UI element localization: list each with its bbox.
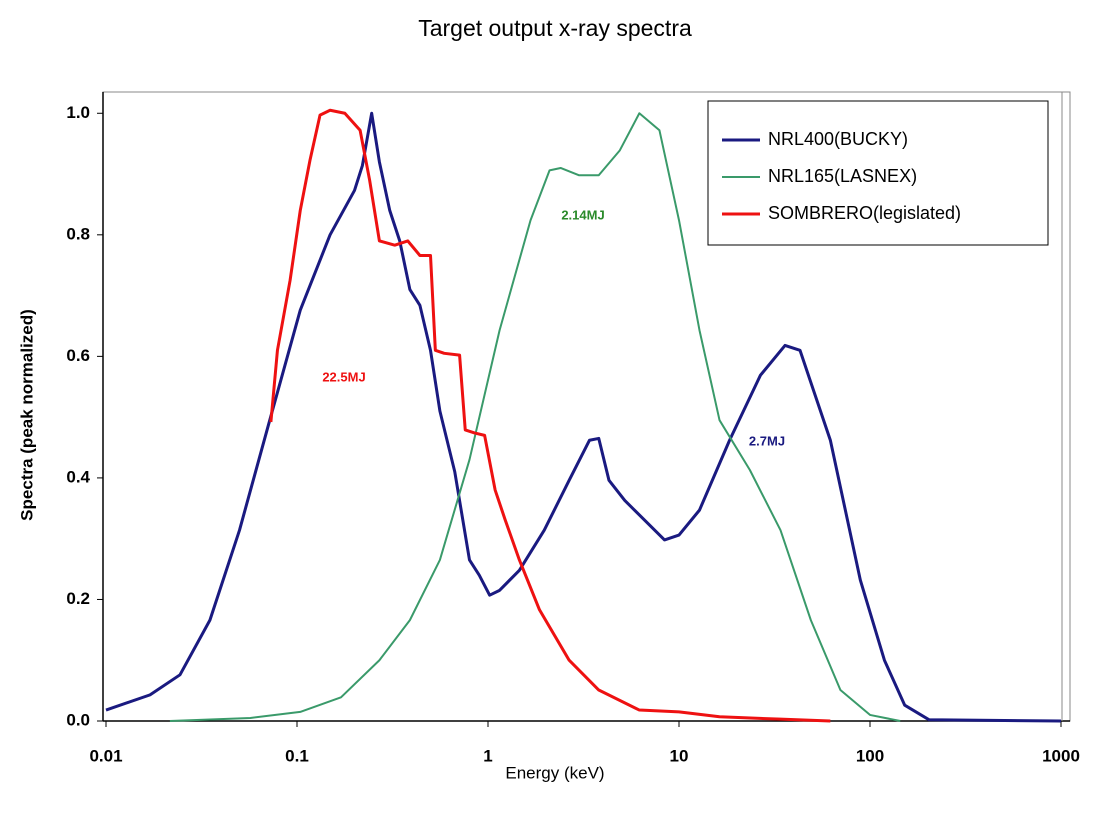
legend-label: NRL165(LASNEX) [768,166,917,186]
series-line [269,108,831,723]
x-axis-label: Energy (keV) [505,763,604,782]
y-tick-label: 0.6 [66,346,90,365]
y-tick-label: 0.0 [66,710,90,729]
x-tick-label: 10 [670,746,689,765]
legend-label: NRL400(BUCKY) [768,129,908,149]
x-tick-label: 1 [483,746,492,765]
chart-title: Target output x-ray spectra [418,15,692,41]
y-tick-label: 1.0 [66,103,90,122]
annotation: 2.7MJ [749,433,785,448]
annotation: 22.5MJ [322,369,365,384]
x-tick-label: 0.1 [285,746,309,765]
y-axis-label: Spectra (peak normalized) [17,309,36,521]
series-line [105,111,1062,723]
legend-box [707,100,1049,246]
x-tick-label: 100 [856,746,884,765]
legend-label: SOMBRERO(legislated) [768,203,961,223]
annotation: 2.14MJ [561,207,604,222]
y-tick-label: 0.4 [66,467,90,486]
y-tick-label: 0.8 [66,224,90,243]
x-tick-label: 1000 [1042,746,1080,765]
series-line [169,112,901,722]
x-tick-label: 0.01 [89,746,122,765]
y-tick-label: 0.2 [66,589,90,608]
